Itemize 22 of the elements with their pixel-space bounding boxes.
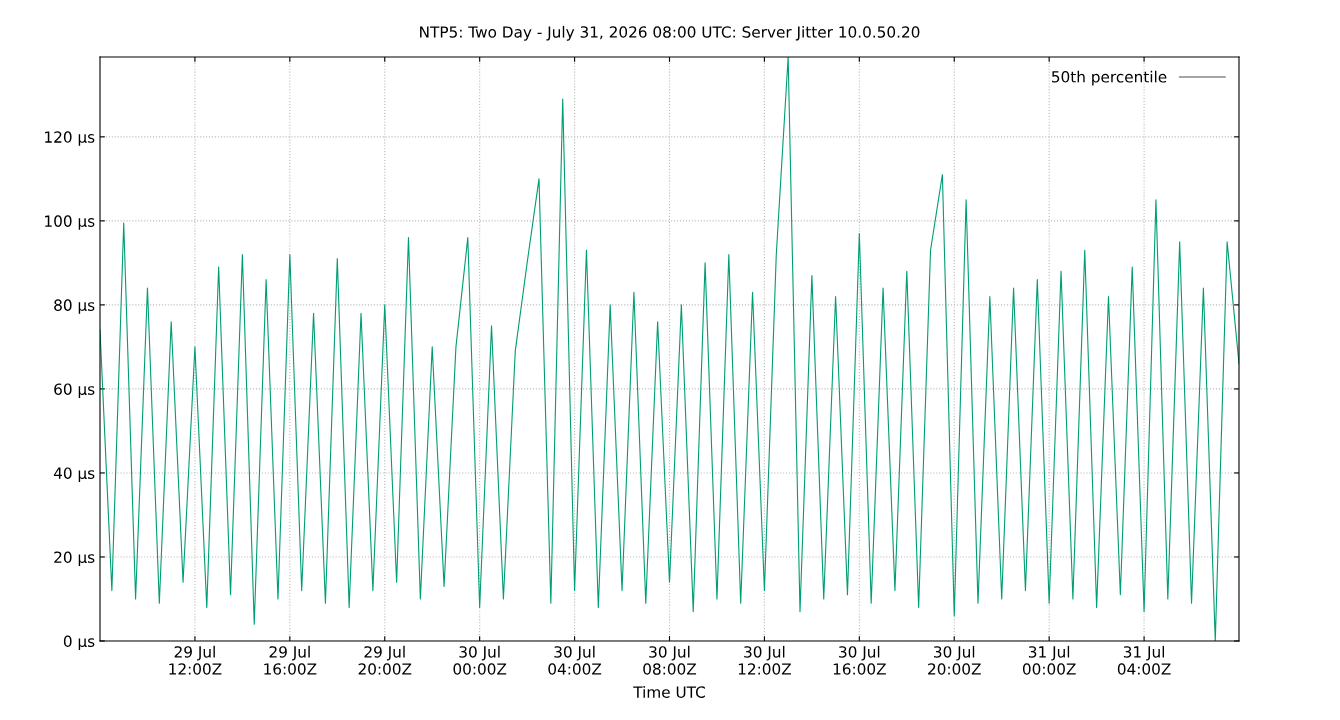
- line-series: [100, 57, 1239, 641]
- x-tick-label: 30 Jul 04:00Z: [548, 645, 602, 675]
- x-tick-label: 29 Jul 20:00Z: [358, 645, 412, 675]
- chart-title: NTP5: Two Day - July 31, 2026 08:00 UTC: Server Jitter 10.0.50.20: [420, 25, 920, 41]
- y-tick-label: 120 µs: [45, 131, 95, 146]
- y-tick-label: 20 µs: [54, 551, 95, 566]
- x-tick-label: 30 Jul 12:00Z: [738, 645, 791, 675]
- x-tick-label: 29 Jul 12:00Z: [169, 645, 222, 675]
- x-tick-label: 30 Jul 08:00Z: [643, 645, 697, 675]
- x-tick-label: 31 Jul 04:00Z: [1117, 645, 1171, 675]
- y-tick-label: 40 µs: [53, 467, 95, 482]
- y-tick-label: 100 µs: [45, 215, 95, 230]
- x-tick-label: 29 Jul 16:00Z: [264, 645, 317, 675]
- y-tick-label: 0 µs: [63, 635, 95, 650]
- y-tick-label: 60 µs: [54, 383, 95, 398]
- x-axis-title: Time UTC: [633, 686, 705, 698]
- x-tick-label: 31 Jul 00:00Z: [1022, 645, 1076, 675]
- x-tick-label: 30 Jul 16:00Z: [833, 645, 886, 675]
- legend-label: 50th percentile: [1052, 70, 1167, 86]
- x-tick-label: 30 Jul 00:00Z: [453, 645, 507, 675]
- y-tick-label: 80 µs: [54, 299, 95, 314]
- x-tick-label: 30 Jul 20:00Z: [928, 645, 981, 675]
